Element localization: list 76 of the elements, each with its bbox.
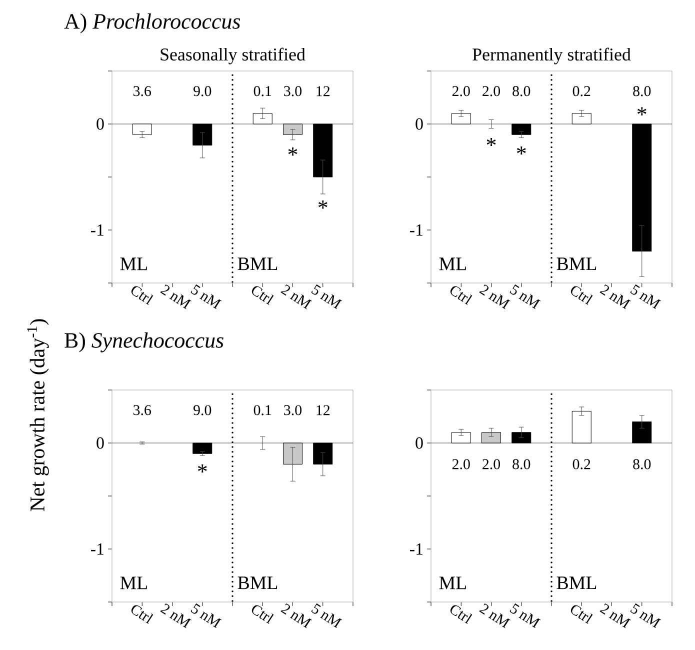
annotation: 8.0 [633, 459, 651, 470]
y-tick-label: 0 [416, 118, 423, 130]
annotation: 2.0 [482, 86, 500, 96]
x-tick-label: 2 nM [600, 604, 631, 628]
x-tick-label: 2 nM [280, 284, 312, 310]
chart-title: A) Prochlorococcus [64, 13, 240, 34]
annotation: 0.2 [572, 86, 590, 96]
chart-subtitle: Permanently stratified [472, 48, 631, 64]
annotation: 3.0 [284, 86, 302, 96]
bar [451, 432, 471, 444]
annotation: 3.0 [284, 405, 302, 416]
y-axis-title: Net growth rate (day$^{-1}$) [27, 319, 49, 512]
x-tick-label: 5 nM [510, 603, 541, 628]
annotation: 12 [316, 405, 330, 416]
annotation: * [637, 107, 646, 116]
bar [632, 422, 652, 444]
annotation: 8.0 [512, 459, 530, 470]
annotation: 3.6 [134, 405, 152, 416]
annotation: 2.0 [452, 86, 470, 96]
annotation: 9.0 [194, 405, 212, 416]
x-tick-label: 2 nM [280, 604, 312, 628]
x-tick-label: 2 nM [160, 284, 192, 310]
annotation: ML [439, 258, 466, 270]
x-tick-label: Ctrl [131, 605, 154, 624]
y-tick-label: -1 [91, 224, 104, 236]
x-tick-label: 5 nM [190, 603, 222, 628]
bar [482, 432, 502, 444]
annotation: * [198, 464, 207, 472]
x-tick-label: 2 nM [479, 604, 510, 628]
x-tick-label: Ctrl [570, 605, 593, 624]
x-tick-label: 5 nM [510, 284, 541, 310]
annotation: 0.1 [254, 86, 272, 96]
x-tick-label: 5 nM [630, 284, 662, 310]
y-tick-label: 0 [416, 437, 423, 449]
annotation: * [486, 138, 496, 146]
x-tick-label: 5 nM [190, 284, 222, 310]
annotation: 2.0 [452, 459, 470, 470]
annotation: 3.6 [134, 86, 152, 96]
bar [512, 432, 532, 444]
annotation: 8.0 [633, 86, 651, 96]
x-tick-label: Ctrl [252, 605, 274, 624]
bar [572, 410, 592, 444]
x-tick-label: 5 nM [311, 603, 342, 628]
annotation: BML [238, 258, 278, 270]
annotation: 8.0 [512, 86, 530, 96]
x-tick-label: Ctrl [570, 286, 593, 305]
annotation: 0.2 [572, 459, 590, 470]
y-tick-label: -1 [410, 224, 422, 236]
annotation: BML [556, 258, 596, 270]
annotation: * [318, 200, 328, 209]
y-tick-label: 0 [96, 437, 104, 449]
x-tick-label: 2 nM [160, 604, 192, 628]
annotation: * [516, 146, 526, 155]
y-tick-label: 0 [96, 118, 104, 130]
annotation: 2.0 [482, 459, 500, 470]
annotation: 9.0 [194, 86, 212, 96]
y-tick-label: -1 [410, 543, 422, 555]
annotation: * [288, 148, 298, 156]
annotation: 0.1 [254, 405, 272, 416]
annotation: BML [238, 576, 278, 590]
y-tick-label: -1 [91, 543, 104, 555]
annotation: ML [120, 576, 147, 590]
x-tick-label: Ctrl [450, 286, 472, 305]
x-tick-label: Ctrl [252, 286, 274, 305]
x-tick-label: 5 nM [630, 603, 662, 628]
chart-subtitle: Seasonally stratified [160, 48, 306, 64]
x-tick-label: 2 nM [479, 284, 510, 310]
x-tick-label: Ctrl [131, 286, 154, 305]
x-tick-label: Ctrl [450, 605, 472, 624]
annotation: ML [439, 576, 466, 590]
x-tick-label: 5 nM [311, 284, 342, 310]
annotation: ML [120, 258, 147, 270]
chart-title: B) Synechococcus [64, 332, 224, 352]
annotation: 12 [316, 86, 330, 96]
annotation: BML [556, 576, 596, 590]
x-tick-label: 2 nM [600, 284, 631, 310]
